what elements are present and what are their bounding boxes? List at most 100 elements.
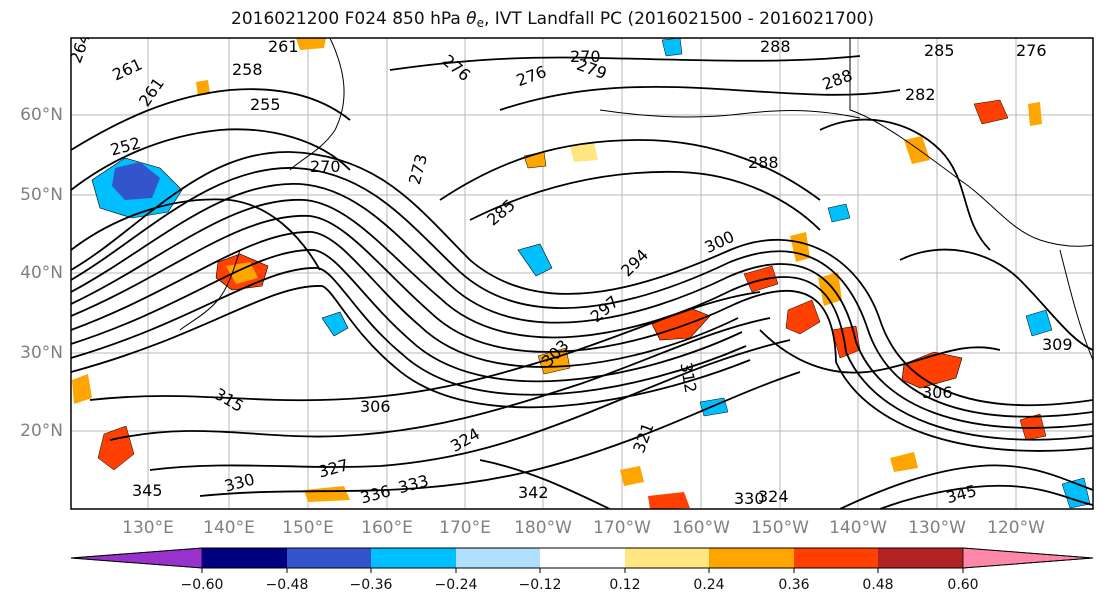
contour-line: [71, 198, 321, 271]
positive-anomaly-patch: [785, 299, 821, 335]
lon-label-170E: 170°E: [439, 518, 491, 538]
lat-label-20N: 20°N: [20, 421, 63, 441]
colorbar-tick-label: 0.24: [693, 577, 725, 593]
title-theta-subscript: e: [476, 16, 484, 30]
colorbar-segment: [625, 548, 709, 568]
colorbar-segment: [456, 548, 540, 568]
coastline: [849, 38, 1093, 247]
theta-e-contours: [71, 55, 1093, 509]
coastline: [1059, 249, 1093, 361]
contour-line: [899, 248, 1093, 351]
colorbar-tick-label: −0.48: [265, 577, 309, 593]
colorbar-tick-label: −0.12: [518, 577, 562, 593]
contour-label: 345: [132, 481, 163, 500]
contour-label: 342: [518, 483, 549, 502]
colorbar-tick-label: −0.60: [180, 577, 224, 593]
colorbar-segment: [287, 548, 371, 568]
lon-label-160E: 160°E: [361, 518, 413, 538]
coastline: [179, 249, 241, 331]
lon-label-180W: 180°W: [514, 518, 572, 538]
positive-anomaly-patch: [890, 452, 918, 472]
positive-anomaly-patch: [743, 265, 779, 293]
negative-anomaly-patch: [517, 243, 553, 277]
colorbar-tick-label: −0.36: [349, 577, 393, 593]
title-theta: θ: [466, 9, 477, 29]
colorbar-segment: [371, 548, 456, 568]
colorbar-ticks: [201, 568, 964, 573]
title-suffix: , IVT Landfall PC (2016021500 - 20160217…: [483, 9, 874, 29]
colorbar-tick-label: −0.24: [434, 577, 478, 593]
negative-anomaly-patch: [112, 162, 160, 200]
colorbar-segment: [709, 548, 794, 568]
coastlines: [179, 38, 1093, 361]
title-prefix: 2016021200 F024 850 hPa: [231, 9, 467, 29]
colorbar-segment: [794, 548, 878, 568]
lon-label-160W: 160°W: [672, 518, 730, 538]
contour-line: [71, 151, 1093, 407]
lon-label-140W: 140°W: [829, 518, 887, 538]
negative-anomaly-patch: [321, 311, 349, 337]
negative-anomaly-patch: [1025, 309, 1053, 337]
positive-anomaly-patch: [304, 486, 350, 502]
positive-anomaly-patch: [620, 466, 644, 486]
contour-line: [759, 329, 1001, 374]
contour-label: 255: [250, 95, 281, 114]
lon-label-120W: 120°W: [987, 518, 1045, 538]
colorbar-segment: [878, 548, 963, 568]
contour-line: [499, 85, 901, 111]
contour-line: [71, 88, 351, 151]
contour-label: 276: [1016, 41, 1047, 60]
positive-anomaly-patch: [1028, 102, 1042, 126]
contour-line: [71, 167, 1093, 418]
colorbar-tick-label: 0.36: [778, 577, 810, 593]
contour-label: 330: [734, 489, 765, 508]
contour-line: [439, 139, 821, 201]
negative-anomaly-patch: [827, 203, 851, 223]
positive-anomaly-patch: [973, 99, 1009, 125]
colorbar-segment: [70, 547, 203, 569]
colorbar-segment: [202, 548, 287, 568]
colorbar-segment: [540, 548, 625, 568]
positive-anomaly-patch: [648, 492, 690, 509]
contour-line: [199, 371, 801, 497]
positive-anomaly-patch: [196, 80, 210, 96]
lon-label-140E: 140°E: [203, 518, 255, 538]
lon-label-170W: 170°W: [593, 518, 651, 538]
lon-label-150E: 150°E: [282, 518, 334, 538]
contour-label: 324: [758, 487, 789, 506]
contour-line: [479, 459, 611, 509]
lat-label-40N: 40°N: [20, 263, 63, 283]
contour-label: 282: [905, 85, 936, 104]
lon-label-130E: 130°E: [122, 518, 174, 538]
colorbar-tick-label: 0.48: [862, 577, 894, 593]
colorbar-segment: [962, 547, 1094, 569]
lat-label-50N: 50°N: [20, 185, 63, 205]
positive-anomaly-patch: [72, 374, 92, 404]
map-frame: [70, 37, 1094, 510]
positive-anomaly-patch: [904, 136, 930, 164]
lat-label-30N: 30°N: [20, 343, 63, 363]
positive-anomaly-patch: [296, 38, 326, 50]
contour-line: [839, 464, 1093, 509]
contour-label: 285: [924, 41, 955, 60]
contour-label: 270: [310, 157, 341, 176]
contour-label: 261: [268, 37, 299, 56]
map-title: 2016021200 F024 850 hPa θe, IVT Landfall…: [0, 9, 1105, 30]
contour-label: 306: [922, 383, 953, 402]
contour-line: [71, 199, 1093, 441]
lon-label-130W: 130°W: [908, 518, 966, 538]
contour-label: 309: [1042, 335, 1073, 354]
contour-label: 288: [760, 37, 791, 56]
contour-label: 258: [232, 60, 263, 79]
contour-line: [71, 215, 1093, 452]
contour-line: [879, 484, 1093, 509]
contour-line: [89, 291, 761, 402]
coastline: [599, 109, 861, 119]
contour-line: [819, 118, 991, 251]
contour-label: 288: [748, 153, 779, 172]
contour-line: [149, 339, 791, 471]
contour-line: [109, 317, 771, 441]
positive-anomaly-patch: [570, 142, 598, 162]
